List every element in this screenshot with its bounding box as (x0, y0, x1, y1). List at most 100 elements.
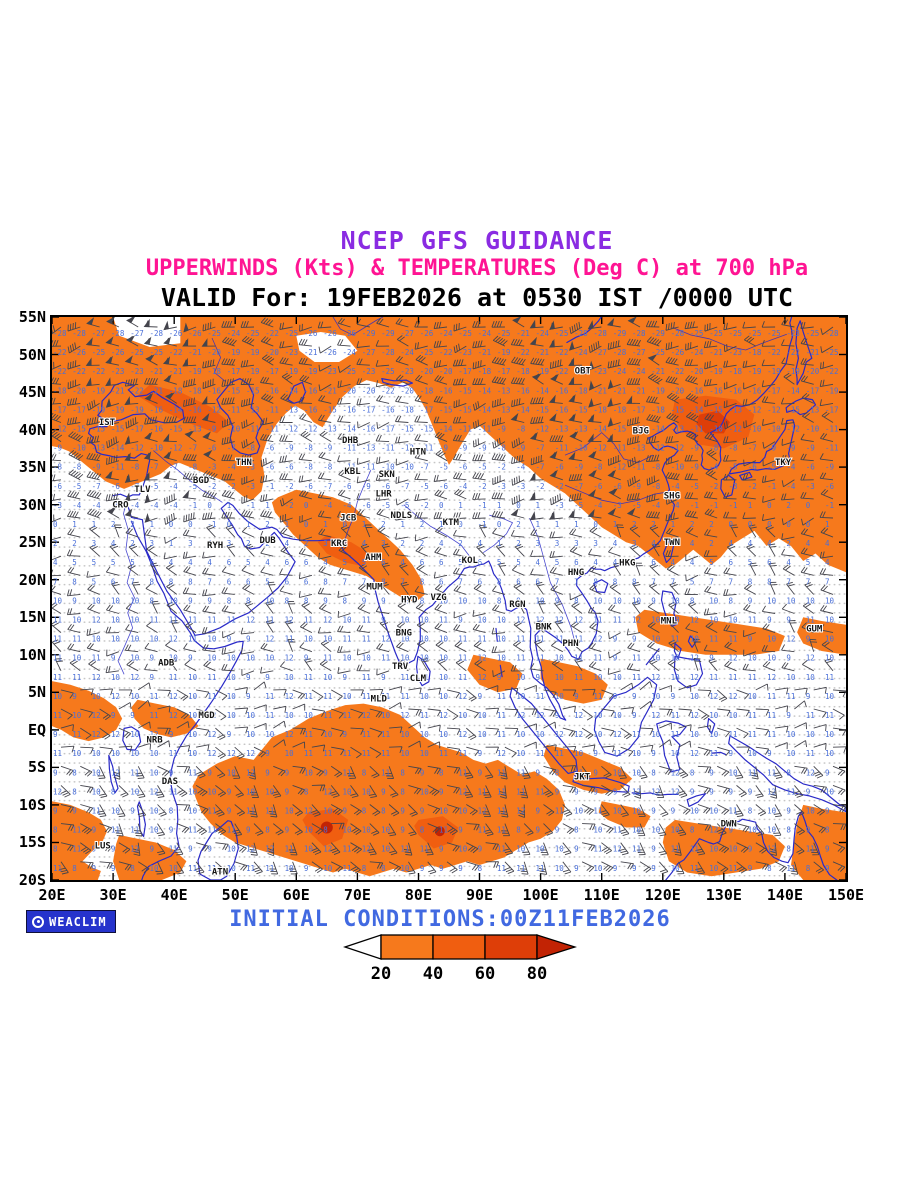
svg-text:10: 10 (786, 730, 796, 739)
svg-text:11: 11 (516, 864, 525, 873)
svg-text:10: 10 (806, 673, 816, 682)
svg-text:-27: -27 (130, 329, 144, 338)
svg-text:-13: -13 (632, 444, 646, 453)
svg-text:-7: -7 (748, 444, 757, 453)
svg-text:12: 12 (690, 654, 699, 663)
svg-text:9: 9 (400, 807, 405, 816)
svg-text:8: 8 (574, 826, 579, 835)
svg-text:10: 10 (72, 711, 82, 720)
lon-label: 90E (465, 886, 494, 904)
svg-text:-25: -25 (92, 348, 106, 357)
svg-text:9: 9 (555, 787, 560, 796)
svg-text:11: 11 (536, 864, 545, 873)
station-label: JKT (574, 772, 591, 782)
svg-text:-15: -15 (458, 405, 472, 414)
svg-text:-4: -4 (709, 463, 719, 472)
windbarbs-layer (52, 317, 846, 875)
lon-label: 70E (343, 886, 371, 904)
svg-text:-12: -12 (304, 425, 318, 434)
svg-text:8: 8 (53, 826, 58, 835)
svg-text:-17: -17 (825, 405, 839, 414)
svg-text:1: 1 (536, 520, 541, 529)
svg-text:-11: -11 (458, 425, 472, 434)
svg-text:10: 10 (439, 596, 449, 605)
svg-text:9: 9 (767, 749, 772, 758)
svg-text:-7: -7 (536, 463, 545, 472)
svg-text:10: 10 (825, 654, 835, 663)
svg-text:-16: -16 (555, 386, 569, 395)
svg-text:10: 10 (825, 749, 835, 758)
svg-text:11: 11 (632, 730, 641, 739)
svg-text:9: 9 (246, 635, 251, 644)
svg-text:-1: -1 (246, 501, 255, 510)
svg-text:11: 11 (72, 826, 81, 835)
svg-text:8: 8 (767, 864, 772, 873)
svg-text:-5: -5 (478, 463, 487, 472)
svg-text:-8: -8 (709, 444, 719, 453)
svg-text:-16: -16 (304, 386, 318, 395)
svg-text:11: 11 (671, 845, 680, 854)
svg-text:4: 4 (439, 539, 444, 548)
svg-text:-25: -25 (458, 329, 472, 338)
svg-text:-15: -15 (227, 386, 241, 395)
svg-text:10: 10 (72, 654, 82, 663)
svg-text:10: 10 (304, 635, 314, 644)
station-label: LUS (95, 842, 111, 852)
svg-text:-28: -28 (574, 329, 588, 338)
svg-text:8: 8 (767, 577, 772, 586)
svg-text:-12: -12 (207, 405, 221, 414)
svg-text:-7: -7 (227, 444, 236, 453)
svg-text:11: 11 (748, 616, 757, 625)
svg-text:9: 9 (150, 673, 155, 682)
svg-text:-25: -25 (690, 329, 704, 338)
lat-label: EQ (27, 720, 46, 739)
svg-text:4: 4 (729, 539, 734, 548)
svg-text:-4: -4 (671, 482, 681, 491)
svg-text:-15: -15 (458, 386, 472, 395)
svg-text:11: 11 (497, 845, 506, 854)
svg-text:10: 10 (748, 826, 758, 835)
station-label: NDLS (391, 511, 413, 521)
svg-text:-16: -16 (709, 386, 723, 395)
svg-text:-8: -8 (323, 463, 333, 472)
svg-text:-9: -9 (767, 444, 776, 453)
svg-text:9: 9 (574, 845, 579, 854)
axis-ticks-layer (52, 317, 846, 880)
lat-label: 15S (18, 833, 46, 852)
station-label: CRO (112, 501, 129, 511)
svg-text:10: 10 (439, 807, 449, 816)
svg-text:-11: -11 (381, 444, 395, 453)
svg-text:11: 11 (227, 616, 236, 625)
svg-text:4: 4 (478, 539, 483, 548)
svg-text:-28: -28 (632, 329, 646, 338)
svg-text:11: 11 (343, 845, 352, 854)
svg-text:10: 10 (285, 807, 295, 816)
svg-text:10: 10 (246, 787, 256, 796)
svg-text:-11: -11 (362, 463, 376, 472)
svg-text:8: 8 (246, 596, 251, 605)
svg-text:1: 1 (92, 520, 97, 529)
svg-text:9: 9 (748, 787, 753, 796)
svg-text:11: 11 (227, 826, 236, 835)
svg-text:9: 9 (323, 768, 328, 777)
station-label: RYH (207, 541, 223, 551)
station-label: AHM (365, 553, 382, 563)
svg-text:11: 11 (207, 673, 216, 682)
svg-text:-23: -23 (593, 367, 607, 376)
svg-text:-19: -19 (188, 367, 202, 376)
svg-text:-4: -4 (458, 482, 468, 491)
svg-text:11: 11 (690, 864, 699, 873)
svg-text:9: 9 (207, 596, 212, 605)
svg-text:9: 9 (632, 711, 637, 720)
svg-text:-9: -9 (574, 463, 583, 472)
svg-text:11: 11 (362, 730, 371, 739)
svg-text:11: 11 (72, 673, 81, 682)
svg-text:10: 10 (343, 616, 353, 625)
svg-text:9: 9 (786, 807, 791, 816)
svg-text:-19: -19 (246, 367, 260, 376)
svg-text:10: 10 (400, 749, 410, 758)
svg-text:-9: -9 (516, 444, 525, 453)
svg-text:-12: -12 (767, 405, 781, 414)
svg-text:6: 6 (536, 577, 541, 586)
svg-text:-11: -11 (690, 425, 704, 434)
